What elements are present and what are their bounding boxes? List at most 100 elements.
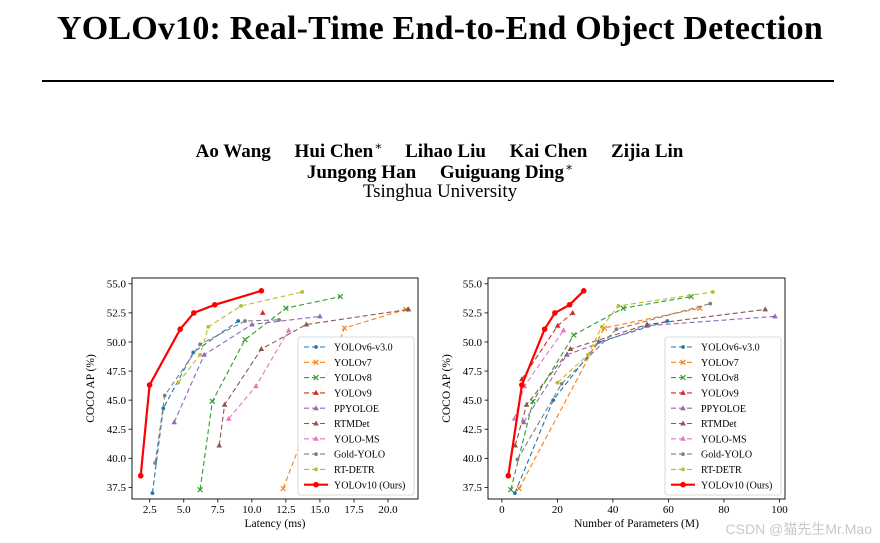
y-tick-label: 45.0 [107, 395, 127, 407]
legend: YOLOv6-v3.0 YOLOv7 YOLOv8 YOLOv9 PPYOLOE RTMD… [297, 336, 415, 496]
data-point [212, 301, 218, 308]
data-point [191, 350, 196, 355]
legend-label: Gold-YOLO [334, 450, 385, 461]
data-point [665, 319, 670, 323]
data-point [570, 332, 577, 338]
series-line [173, 315, 320, 423]
data-point [198, 352, 202, 357]
data-point [551, 398, 556, 403]
data-point [708, 301, 713, 306]
data-point [516, 485, 522, 492]
data-point [554, 322, 561, 328]
series-line [521, 312, 574, 380]
data-point [258, 287, 265, 294]
data-point [541, 326, 548, 332]
data-point [521, 419, 527, 425]
x-tick-label: 20 [552, 504, 564, 516]
legend-marker [313, 389, 319, 395]
data-point [507, 486, 514, 493]
series-rt-detr [555, 290, 715, 385]
data-point [216, 442, 222, 448]
legend-marker [681, 452, 685, 456]
series-line [514, 320, 668, 494]
x-tick-label: 17.5 [344, 504, 364, 516]
y-tick-label: 42.5 [107, 424, 127, 436]
legend-marker [680, 481, 686, 488]
legend-marker [680, 374, 686, 381]
affiliation: Tsinghua University [362, 181, 518, 202]
legend-label: YOLOv8 [701, 373, 739, 384]
data-point [569, 309, 576, 315]
legend-label: RT-DETR [334, 465, 375, 476]
data-point [303, 321, 310, 327]
y-tick-label: 37.5 [107, 482, 127, 494]
data-point [150, 491, 155, 496]
x-tick-label: 100 [771, 504, 788, 516]
series-gold-yolo [515, 301, 713, 462]
author: Guiguang Ding∗ [439, 160, 574, 184]
legend-label: YOLOv6-v3.0 [334, 343, 393, 354]
data-point [243, 319, 247, 323]
data-point [513, 491, 517, 496]
legend-label: YOLOv9 [701, 389, 739, 400]
legend-marker [680, 389, 686, 395]
data-point [171, 419, 178, 425]
data-point [283, 305, 289, 312]
y-axis-label: COCO AP (%) [85, 354, 97, 423]
legend-label: YOLOv10 (Ours) [701, 480, 772, 491]
y-tick-label: 45.0 [463, 395, 483, 407]
series-yolov8 [197, 293, 344, 493]
legend-label: YOLOv9 [334, 389, 372, 400]
legend-label: YOLO-MS [334, 434, 380, 445]
legend-marker [681, 345, 685, 349]
y-tick-label: 40.0 [463, 453, 483, 465]
legend-label: YOLOv6-v3.0 [701, 343, 760, 354]
data-point [559, 381, 564, 386]
author: Zijia Lin [611, 141, 684, 163]
series-rt-detr [176, 290, 305, 385]
data-point [206, 324, 211, 329]
y-tick-label: 47.5 [463, 366, 483, 378]
data-point [176, 380, 181, 385]
plot-frame [487, 277, 786, 500]
data-point [614, 327, 619, 332]
x-axis-label: Number of Parameters (M) [574, 518, 699, 530]
chart-2: 0 20 40 60 80 100 37.5 40.0 42.5 45.0 47.5 50.0 52.5… [441, 277, 788, 530]
data-point [162, 393, 167, 398]
legend-marker [313, 359, 319, 366]
y-tick-label: 52.5 [107, 308, 127, 320]
data-point [253, 383, 259, 389]
data-point [225, 415, 232, 421]
series-line [199, 296, 341, 490]
y-tick-label: 55.0 [107, 279, 127, 291]
x-tick-label: 10.0 [242, 504, 262, 516]
data-point [198, 342, 202, 347]
data-point [552, 310, 558, 316]
series-line [139, 289, 262, 476]
legend-frame [664, 336, 782, 496]
data-point [177, 326, 184, 332]
data-point [567, 345, 574, 351]
series-rtmdet [512, 306, 769, 448]
watermark: CSDN @猫先生Mr.Mao [725, 521, 872, 537]
data-point [249, 321, 255, 327]
data-point [405, 306, 412, 312]
chart-1: 2.5 5.0 7.5 10.0 12.5 15.0 17.5 20.0 37.5 40.0 42.… [85, 277, 419, 530]
series-line [523, 315, 776, 423]
legend-label: YOLOv7 [334, 358, 372, 369]
authors-line-1: Ao Wang Hui Chen∗ Lihao Liu Kai Chen Zij… [0, 139, 880, 163]
data-point [762, 306, 769, 312]
x-tick-label: 15.0 [310, 504, 330, 516]
author: Kai Chen [509, 141, 588, 163]
y-tick-label: 52.5 [463, 308, 483, 320]
data-point [337, 293, 344, 300]
x-tick-label: 60 [663, 504, 675, 516]
x-tick-label: 0 [499, 504, 505, 516]
legend-marker [313, 435, 319, 441]
legend-marker [681, 467, 685, 472]
author: Hui Chen∗ [294, 139, 383, 163]
plot-frame [131, 277, 419, 500]
data-point [519, 382, 525, 388]
legend-label: YOLO-MS [701, 434, 747, 445]
